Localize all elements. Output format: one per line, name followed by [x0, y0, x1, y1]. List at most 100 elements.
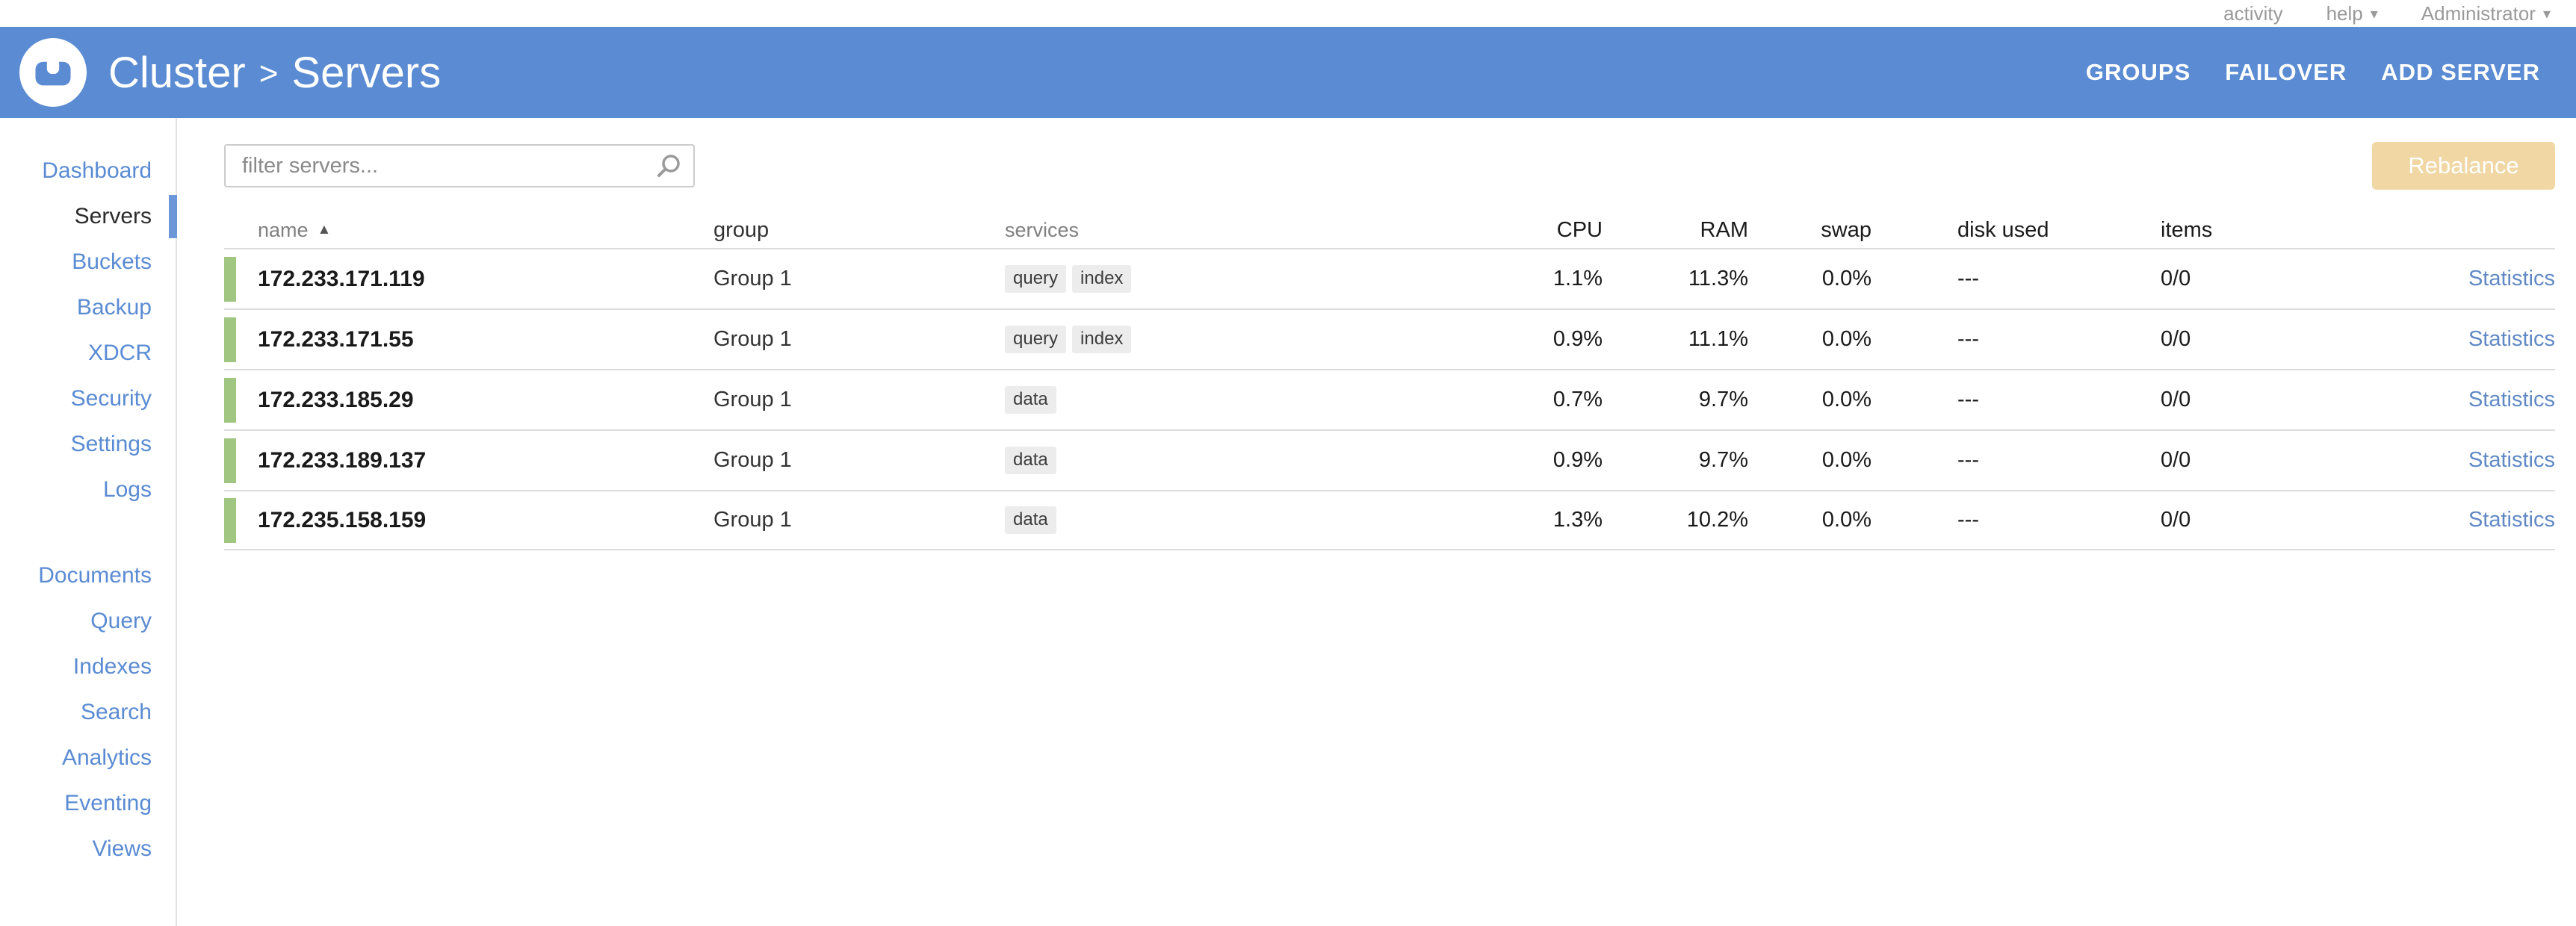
server-health-indicator	[224, 377, 236, 423]
service-tag-query: query	[1005, 265, 1067, 293]
help-menu[interactable]: help ▾	[2326, 2, 2378, 25]
breadcrumb-separator: >	[258, 55, 279, 92]
server-action-cell: Statistics	[2407, 508, 2555, 532]
toolbar: Rebalance	[224, 142, 2555, 190]
server-services: data	[1005, 386, 1468, 414]
server-name: 172.233.185.29	[258, 387, 414, 412]
server-action-cell: Statistics	[2407, 267, 2555, 291]
column-header-ram[interactable]: RAM	[1700, 217, 1748, 242]
sort-asc-icon: ▲	[317, 222, 332, 237]
service-tag-index: index	[1072, 326, 1132, 353]
server-cpu: 1.3%	[1552, 508, 1603, 532]
chevron-down-icon: ▾	[2370, 5, 2378, 22]
server-table-body: 172.233.171.119 Group 1 query index 1.1% …	[224, 248, 2555, 550]
column-header-services[interactable]: services	[1005, 218, 1080, 241]
sidebar-item-backup[interactable]: Backup	[76, 295, 152, 320]
server-services: query index	[1005, 326, 1468, 353]
server-disk-used: ---	[1957, 448, 1979, 472]
sidebar-item-settings[interactable]: Settings	[70, 432, 152, 456]
server-group: Group 1	[713, 388, 792, 411]
server-items: 0/0	[2161, 267, 2191, 290]
column-header-disk-used[interactable]: disk used	[1957, 217, 2049, 242]
server-ram: 11.3%	[1688, 267, 1748, 290]
server-disk-used: ---	[1957, 327, 1979, 351]
header-nav-groups[interactable]: GROUPS	[2085, 59, 2191, 85]
help-label: help	[2326, 1, 2363, 25]
statistics-link[interactable]: Statistics	[2468, 448, 2555, 472]
sidebar-item-xdcr[interactable]: XDCR	[87, 341, 152, 365]
filter-servers-input[interactable]	[224, 144, 695, 187]
service-tag-data: data	[1005, 506, 1056, 534]
server-action-cell: Statistics	[2407, 388, 2555, 412]
server-swap: 0.0%	[1821, 508, 1871, 532]
sidebar-item-documents[interactable]: Documents	[38, 563, 152, 588]
statistics-link[interactable]: Statistics	[2468, 508, 2555, 532]
header-nav-failover[interactable]: FAILOVER	[2225, 59, 2347, 85]
server-name: 172.233.171.119	[258, 266, 425, 291]
server-swap: 0.0%	[1821, 267, 1871, 290]
column-header-cpu[interactable]: CPU	[1556, 217, 1603, 242]
statistics-link[interactable]: Statistics	[2468, 327, 2555, 351]
table-row: 172.233.171.119 Group 1 query index 1.1% …	[224, 248, 2555, 308]
table-row: 172.233.185.29 Group 1 data 0.7% 9.7% 0.…	[224, 369, 2555, 429]
sidebar: Dashboard Servers Buckets Backup XDCR Securit…	[0, 118, 177, 926]
server-ram: 11.1%	[1688, 327, 1748, 351]
sidebar-item-servers[interactable]: Servers	[0, 193, 177, 239]
filter-wrap	[224, 144, 695, 187]
column-header-items[interactable]: items	[2161, 217, 2213, 242]
server-ram: 9.7%	[1698, 448, 1748, 472]
server-disk-used: ---	[1957, 267, 1979, 290]
sidebar-item-logs[interactable]: Logs	[102, 477, 152, 502]
table-row: 172.235.158.159 Group 1 data 1.3% 10.2% …	[224, 490, 2555, 550]
sidebar-item-buckets[interactable]: Buckets	[72, 249, 152, 274]
server-health-indicator	[224, 438, 236, 483]
server-ram: 9.7%	[1698, 388, 1748, 411]
rebalance-button[interactable]: Rebalance	[2372, 142, 2555, 190]
sidebar-item-views[interactable]: Views	[92, 836, 152, 861]
column-header-swap[interactable]: swap	[1821, 217, 1871, 242]
content: Dashboard Servers Buckets Backup XDCR Securit…	[0, 118, 2576, 926]
sidebar-item-analytics[interactable]: Analytics	[61, 745, 152, 770]
server-group: Group 1	[713, 508, 792, 532]
sidebar-item-query[interactable]: Query	[90, 609, 152, 633]
activity-label: activity	[2223, 1, 2283, 25]
app-header: Cluster > Servers GROUPS FAILOVER ADD SERV…	[0, 27, 2576, 118]
server-group: Group 1	[713, 327, 792, 351]
statistics-link[interactable]: Statistics	[2468, 267, 2555, 290]
server-services: data	[1005, 506, 1468, 534]
user-menu[interactable]: Administrator ▾	[2421, 2, 2551, 25]
server-action-cell: Statistics	[2407, 448, 2555, 473]
service-tag-data: data	[1005, 386, 1056, 414]
server-swap: 0.0%	[1821, 388, 1871, 411]
sidebar-item-security[interactable]: Security	[70, 386, 152, 411]
sidebar-item-indexes[interactable]: Indexes	[72, 654, 152, 679]
column-header-group[interactable]: group	[713, 217, 770, 242]
sidebar-item-search[interactable]: Search	[80, 700, 152, 724]
activity-link[interactable]: activity	[2223, 2, 2282, 25]
server-ram: 10.2%	[1686, 508, 1748, 532]
server-cpu: 0.9%	[1552, 327, 1603, 351]
server-disk-used: ---	[1957, 388, 1979, 411]
table-row: 172.233.189.137 Group 1 data 0.9% 9.7% 0…	[224, 429, 2555, 490]
couchbase-logo-icon	[19, 38, 87, 107]
column-header-name[interactable]: name ▲	[258, 218, 332, 241]
page-title: Cluster > Servers	[108, 48, 441, 98]
server-name: 172.233.171.55	[258, 326, 414, 352]
server-items: 0/0	[2161, 448, 2191, 472]
table-header-row: name ▲ group services CPU RAM swap disk …	[224, 212, 2555, 248]
server-health-indicator	[224, 497, 236, 543]
server-group: Group 1	[713, 267, 792, 290]
sidebar-item-dashboard[interactable]: Dashboard	[42, 158, 152, 183]
breadcrumb-page: Servers	[291, 48, 442, 97]
server-health-indicator	[224, 256, 236, 302]
user-label: Administrator	[2421, 1, 2536, 25]
header-nav-add-server[interactable]: ADD SERVER	[2381, 59, 2540, 85]
server-cpu: 0.9%	[1552, 448, 1603, 472]
server-name: 172.235.158.159	[258, 507, 427, 532]
server-cpu: 0.7%	[1552, 388, 1603, 411]
chevron-down-icon: ▾	[2542, 5, 2551, 22]
statistics-link[interactable]: Statistics	[2468, 388, 2555, 411]
sidebar-item-eventing[interactable]: Eventing	[64, 791, 152, 815]
breadcrumb-root: Cluster	[108, 48, 246, 97]
server-items: 0/0	[2161, 388, 2191, 411]
